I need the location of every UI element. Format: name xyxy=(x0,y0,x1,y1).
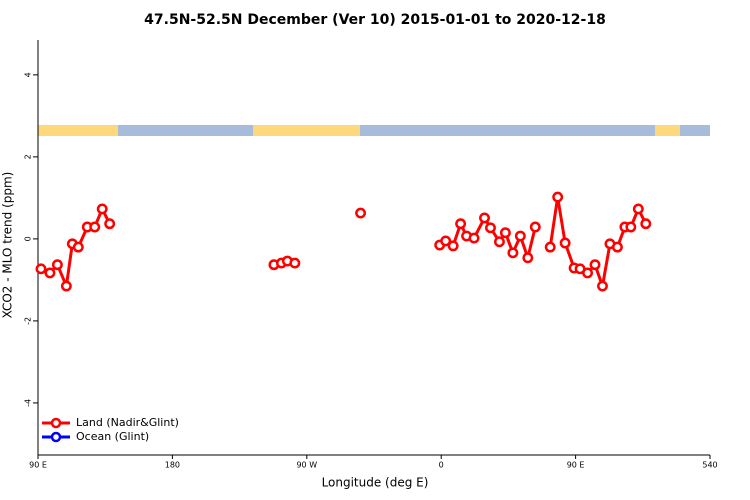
data-point xyxy=(589,259,601,271)
x-tick-label: 0 xyxy=(439,461,444,470)
legend-label: Ocean (Glint) xyxy=(76,430,149,443)
data-point xyxy=(289,257,301,269)
legend-marker xyxy=(50,431,62,443)
x-tick-label: 90 E xyxy=(29,461,47,470)
x-axis-label: Longitude (deg E) xyxy=(322,476,429,490)
data-point xyxy=(544,241,556,253)
data-point xyxy=(455,218,467,230)
data-point xyxy=(468,232,480,244)
data-point xyxy=(479,212,490,224)
data-point xyxy=(89,221,101,233)
legend-label: Land (Nadir&Glint) xyxy=(76,416,179,429)
data-point xyxy=(582,267,593,279)
data-point xyxy=(559,237,571,249)
chart-title: 47.5N-52.5N December (Ver 10) 2015-01-01… xyxy=(144,12,606,28)
data-point xyxy=(529,221,541,233)
x-tick-label: 90 W xyxy=(296,461,317,470)
data-point xyxy=(440,235,452,247)
data-point xyxy=(640,218,652,230)
y-tick-label: -2 xyxy=(24,317,33,325)
data-point xyxy=(625,221,637,233)
data-point xyxy=(552,191,564,203)
data-point xyxy=(507,247,519,259)
y-tick-label: 0 xyxy=(24,236,33,241)
data-point xyxy=(44,267,56,279)
data-point xyxy=(632,203,644,215)
data-point xyxy=(514,230,526,242)
data-point xyxy=(51,259,63,271)
data-point xyxy=(60,280,72,292)
y-tick-label: 4 xyxy=(24,72,33,77)
data-point xyxy=(611,241,623,253)
y-tick-label: 2 xyxy=(24,154,33,159)
legend-marker xyxy=(50,417,62,429)
data-point xyxy=(96,203,108,215)
x-tick-label: 180 xyxy=(165,461,180,470)
x-tick-label: 90 E xyxy=(567,461,585,470)
data-point xyxy=(493,236,505,248)
data-point xyxy=(522,252,534,264)
y-axis-label: XCO2 - MLO trend (ppm) xyxy=(1,172,15,319)
data-point xyxy=(72,241,84,253)
x-tick-label: 540 xyxy=(702,461,717,470)
data-point xyxy=(499,227,511,239)
land-ocean-strip xyxy=(38,125,710,136)
data-point xyxy=(104,218,116,230)
data-point xyxy=(35,263,47,275)
data-point xyxy=(447,240,459,252)
data-point xyxy=(485,222,496,234)
y-tick-label: -4 xyxy=(24,399,33,407)
data-point xyxy=(355,207,367,219)
data-point xyxy=(597,280,608,292)
